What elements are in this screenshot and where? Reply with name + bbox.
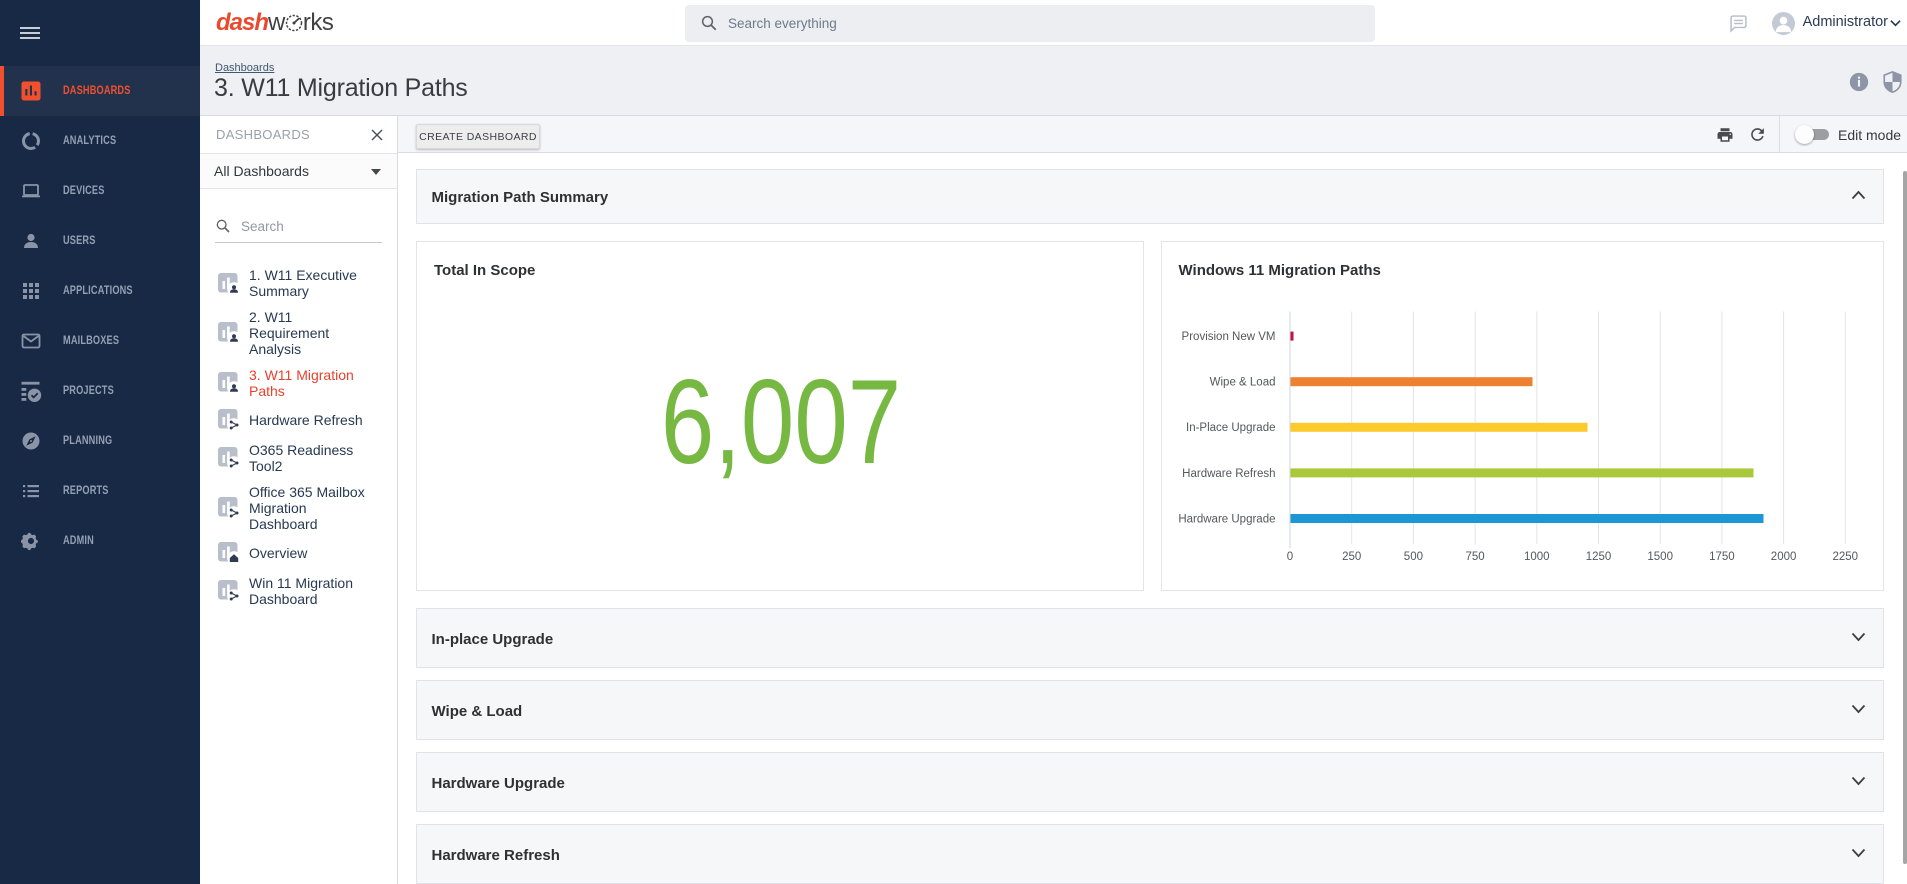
- svg-text:1250: 1250: [1586, 551, 1612, 563]
- svg-text:1500: 1500: [1647, 551, 1673, 563]
- svg-text:Wipe & Load: Wipe & Load: [1210, 376, 1276, 388]
- svg-text:250: 250: [1342, 551, 1361, 563]
- svg-text:Provision New VM: Provision New VM: [1182, 331, 1276, 343]
- svg-text:1000: 1000: [1524, 551, 1550, 563]
- svg-text:0: 0: [1287, 551, 1293, 563]
- svg-text:Hardware Refresh: Hardware Refresh: [1182, 467, 1275, 479]
- svg-text:500: 500: [1404, 551, 1423, 563]
- svg-text:Hardware Upgrade: Hardware Upgrade: [1178, 513, 1275, 525]
- svg-text:1750: 1750: [1709, 551, 1735, 563]
- svg-text:2250: 2250: [1833, 551, 1859, 563]
- svg-text:In-Place Upgrade: In-Place Upgrade: [1186, 422, 1276, 434]
- svg-text:2000: 2000: [1771, 551, 1797, 563]
- svg-text:750: 750: [1466, 551, 1485, 563]
